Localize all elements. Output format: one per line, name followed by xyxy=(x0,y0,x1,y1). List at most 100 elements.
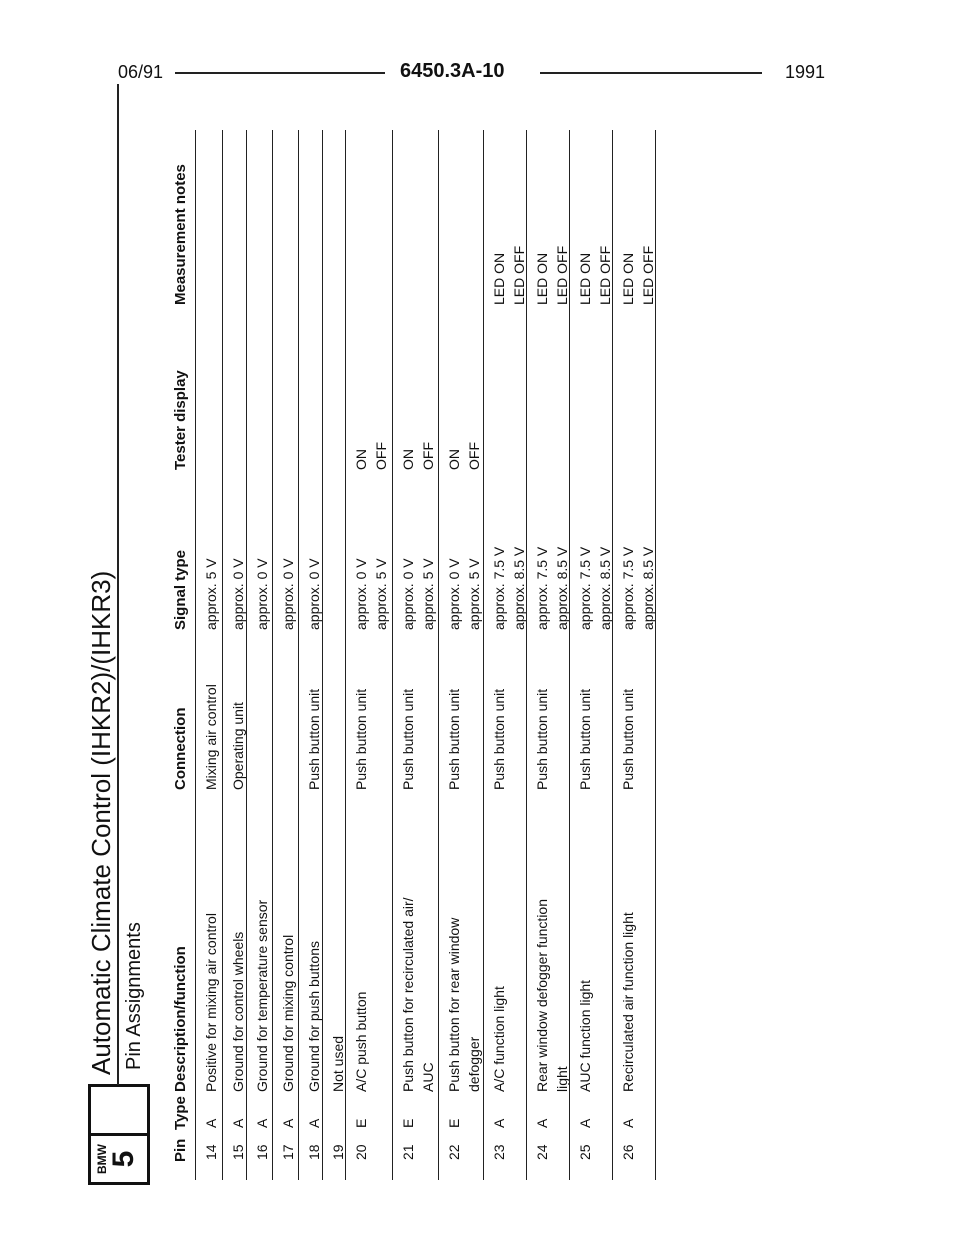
cell-type: A xyxy=(491,1118,507,1128)
cell-pin: 17 xyxy=(280,1144,296,1160)
cell-notes: LED ON LED OFF xyxy=(620,245,656,305)
cell-connection: Push button unit xyxy=(306,688,322,790)
page-title: Automatic Climate Control (IHKR2)/(IHKR3… xyxy=(86,570,116,1075)
cell-pin: 18 xyxy=(306,1144,322,1160)
table-end-rule xyxy=(655,130,656,1180)
table-row: 22 E Push button for rear window defogger P… xyxy=(438,130,482,1180)
cell-pin: 22 xyxy=(446,1144,462,1160)
cell-description: Positive for mixing air control xyxy=(203,913,219,1092)
cell-connection: Push button unit xyxy=(400,688,416,790)
cell-type: A xyxy=(230,1118,246,1128)
cell-pin: 23 xyxy=(491,1144,507,1160)
table-row: 16 A Ground for temperature sensor approx. … xyxy=(246,130,270,1180)
table-row: 15 A Ground for control wheels Operating un… xyxy=(222,130,246,1180)
cell-connection: Push button unit xyxy=(534,688,550,790)
cell-description: Recirculated air function light xyxy=(620,912,636,1092)
table-row: 14 A Positive for mixing air control Mixing… xyxy=(195,130,219,1180)
cell-type: A xyxy=(534,1118,550,1128)
cell-notes: LED ON LED OFF xyxy=(491,245,527,305)
table-row: 17 A Ground for mixing control approx. 0 V xyxy=(272,130,296,1180)
table-row: 23 A A/C function light Push button unit app… xyxy=(483,130,527,1180)
cell-connection: Operating unit xyxy=(230,702,246,790)
bmw-logo-box: BMW 5 xyxy=(88,1133,150,1185)
cell-notes: LED ON LED OFF xyxy=(577,245,613,305)
cell-connection: Push button unit xyxy=(446,688,462,790)
table-row: 24 A Rear window defogger function light Pu… xyxy=(526,130,570,1180)
cell-signal: approx. 7.5 V approx. 8.5 V xyxy=(491,546,527,630)
cell-type: E xyxy=(400,1118,416,1128)
page-subtitle: Pin Assignments xyxy=(123,922,145,1070)
cell-signal: approx. 7.5 V approx. 8.5 V xyxy=(620,546,656,630)
table-row: 18 A Ground for push buttons Push button un… xyxy=(298,130,322,1180)
header-year: 1991 xyxy=(785,62,826,82)
cell-signal: approx. 0 V approx. 5 V xyxy=(353,558,389,630)
cell-type: E xyxy=(446,1118,462,1128)
cell-description: Push button for rear window defogger xyxy=(446,917,482,1092)
cell-pin: 26 xyxy=(620,1144,636,1160)
col-tester: Tester display xyxy=(172,370,189,470)
cell-pin: 20 xyxy=(353,1144,369,1160)
cell-tester: ON OFF xyxy=(353,442,389,470)
col-pin: Pin xyxy=(172,1138,189,1162)
cell-signal: approx. 0 V approx. 5 V xyxy=(400,558,436,630)
table-row: 21 E Push button for recirculated air/ AUC… xyxy=(392,130,436,1180)
cell-notes: LED ON LED OFF xyxy=(534,245,570,305)
table-row: 19 Not used xyxy=(322,130,346,1180)
col-notes: Measurement notes xyxy=(172,164,189,305)
empty-box xyxy=(88,1084,150,1136)
col-connection: Connection xyxy=(172,707,189,791)
cell-signal: approx. 7.5 V approx. 8.5 V xyxy=(577,546,613,630)
table-row: 20 E A/C push button Push button unit approx… xyxy=(345,130,389,1180)
cell-connection: Mixing air control xyxy=(203,684,219,790)
cell-type: A xyxy=(254,1118,270,1128)
cell-type: A xyxy=(577,1118,593,1128)
title-rule xyxy=(117,95,119,1085)
cell-pin: 15 xyxy=(230,1144,246,1160)
cell-signal: approx. 0 V xyxy=(280,558,296,630)
cell-description: Ground for push buttons xyxy=(306,941,322,1092)
cell-description: A/C push button xyxy=(353,991,369,1092)
cell-pin: 14 xyxy=(203,1144,219,1160)
header-rule xyxy=(540,72,762,74)
cell-tester: ON OFF xyxy=(446,442,482,470)
cell-description: A/C function light xyxy=(491,986,507,1092)
header-date: 06/91 xyxy=(118,62,164,82)
col-type: Type xyxy=(172,1096,189,1130)
table-row: 25 A AUC function light Push button unit app… xyxy=(569,130,613,1180)
col-signal: Signal type xyxy=(172,549,189,630)
cell-tester: ON OFF xyxy=(400,442,436,470)
cell-description: Ground for mixing control xyxy=(280,934,296,1092)
cell-description: AUC function light xyxy=(577,979,593,1092)
cell-pin: 21 xyxy=(400,1144,416,1160)
cell-signal: approx. 5 V xyxy=(203,558,219,630)
cell-connection: Push button unit xyxy=(577,688,593,790)
cell-type: A xyxy=(620,1118,636,1128)
table-row: 26 A Recirculated air function light Push b… xyxy=(612,130,656,1180)
cell-pin: 16 xyxy=(254,1144,270,1160)
margin-rule xyxy=(117,84,119,1084)
cell-connection: Push button unit xyxy=(353,688,369,790)
header-rule xyxy=(175,72,385,74)
logo-series: 5 xyxy=(107,1150,140,1168)
cell-connection: Push button unit xyxy=(491,688,507,790)
cell-pin: 24 xyxy=(534,1144,550,1160)
cell-signal: approx. 0 V xyxy=(230,558,246,630)
cell-type: A xyxy=(203,1118,219,1128)
cell-type: A xyxy=(306,1118,322,1128)
cell-connection: Push button unit xyxy=(620,688,636,790)
cell-signal: approx. 0 V approx. 5 V xyxy=(446,558,482,630)
header-doc-number: 6450.3A-10 xyxy=(400,60,505,82)
cell-description: Ground for control wheels xyxy=(230,931,246,1092)
cell-description: Ground for temperature sensor xyxy=(254,899,270,1092)
cell-description: Rear window defogger function light xyxy=(534,898,570,1092)
cell-signal: approx. 0 V xyxy=(306,558,322,630)
cell-signal: approx. 0 V xyxy=(254,558,270,630)
cell-type: E xyxy=(353,1118,369,1128)
cell-type: A xyxy=(280,1118,296,1128)
col-description: Description/function xyxy=(172,946,189,1092)
rotated-content: BMW 5 Automatic Climate Control (IHKR2)/… xyxy=(80,95,670,1210)
cell-description: Push button for recirculated air/ AUC xyxy=(400,897,436,1092)
cell-signal: approx. 7.5 V approx. 8.5 V xyxy=(534,546,570,630)
cell-pin: 25 xyxy=(577,1144,593,1160)
